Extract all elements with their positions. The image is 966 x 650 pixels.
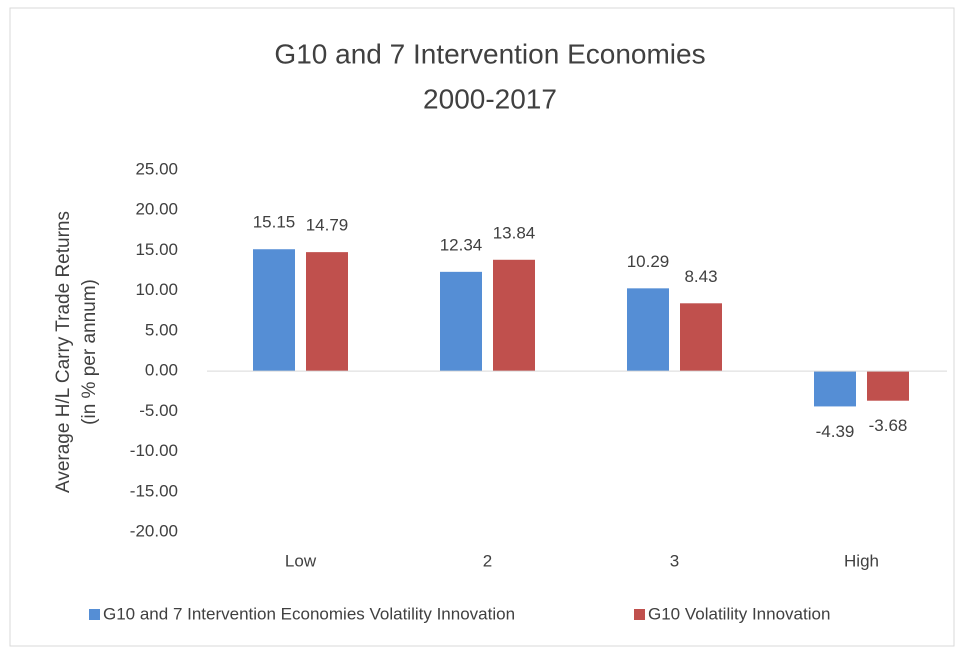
x-tick-label: High bbox=[844, 551, 879, 570]
data-label: -3.68 bbox=[869, 416, 908, 435]
data-label: 12.34 bbox=[440, 235, 483, 254]
x-tick-label: Low bbox=[285, 551, 317, 570]
data-label: 13.84 bbox=[493, 223, 536, 242]
y-tick-label: 25.00 bbox=[135, 159, 178, 178]
chart-subtitle: 2000-2017 bbox=[423, 83, 557, 114]
bar bbox=[867, 371, 909, 401]
y-tick-label: 0.00 bbox=[145, 361, 178, 380]
bar bbox=[253, 249, 295, 372]
legend-label: G10 and 7 Intervention Economies Volatil… bbox=[103, 604, 515, 623]
bar bbox=[306, 252, 348, 372]
data-label: -4.39 bbox=[816, 422, 855, 441]
y-tick-label: -20.00 bbox=[130, 521, 178, 540]
legend-swatch bbox=[89, 609, 100, 620]
y-axis-label: (in % per annum) bbox=[79, 279, 100, 425]
bar bbox=[680, 303, 722, 372]
bar bbox=[814, 371, 856, 407]
x-tick-label: 3 bbox=[670, 551, 679, 570]
y-tick-label: -5.00 bbox=[139, 401, 178, 420]
legend-label: G10 Volatility Innovation bbox=[648, 604, 830, 623]
y-tick-label: -10.00 bbox=[130, 441, 178, 460]
y-tick-label: 10.00 bbox=[135, 280, 178, 299]
y-axis-label: Average H/L Carry Trade Returns bbox=[53, 211, 74, 493]
bar bbox=[493, 259, 535, 372]
bar bbox=[440, 271, 482, 372]
data-label: 14.79 bbox=[306, 216, 349, 235]
y-tick-label: 5.00 bbox=[145, 320, 178, 339]
bar bbox=[627, 288, 669, 372]
x-tick-label: 2 bbox=[483, 551, 492, 570]
chart-title: G10 and 7 Intervention Economies bbox=[274, 38, 705, 69]
y-tick-label: 20.00 bbox=[135, 200, 178, 219]
legend-swatch bbox=[634, 609, 645, 620]
data-label: 10.29 bbox=[627, 252, 670, 271]
data-label: 15.15 bbox=[253, 213, 296, 232]
y-tick-label: -15.00 bbox=[130, 481, 178, 500]
y-tick-label: 15.00 bbox=[135, 240, 178, 259]
data-label: 8.43 bbox=[684, 267, 717, 286]
